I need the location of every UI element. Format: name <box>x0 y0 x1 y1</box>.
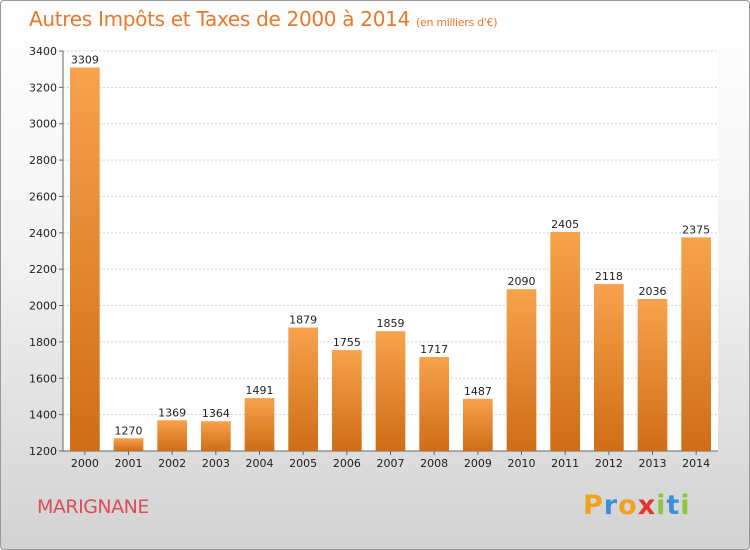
data-label-2006: 1755 <box>333 336 361 349</box>
city-name: MARIGNANE <box>37 496 149 518</box>
x-tick-label: 2004 <box>246 457 274 470</box>
y-tick-label: 1600 <box>29 372 57 385</box>
data-label-2010: 2090 <box>508 275 536 288</box>
data-label-2004: 1491 <box>246 384 274 397</box>
bar-2006 <box>331 350 362 451</box>
bar-2000 <box>69 67 100 451</box>
y-tick-label: 1200 <box>29 445 57 458</box>
proxiti-logo[interactable]: Proxiti <box>583 490 691 521</box>
y-tick-label: 3000 <box>29 118 57 131</box>
logo-letter: P <box>583 490 604 521</box>
bars <box>69 67 712 451</box>
bar-2010 <box>506 289 537 451</box>
logo-letter: o <box>618 490 638 521</box>
data-label-2007: 1859 <box>377 317 405 330</box>
x-tick-label: 2007 <box>377 457 405 470</box>
x-tick-label: 2003 <box>202 457 230 470</box>
x-tick-label: 2006 <box>333 457 361 470</box>
y-tick-label: 1800 <box>29 336 57 349</box>
logo-letter: x <box>637 490 657 521</box>
y-tick-label: 2400 <box>29 227 57 240</box>
chart-subtitle: (en milliers d'€) <box>416 16 498 29</box>
data-label-2011: 2405 <box>551 218 579 231</box>
bar-2014 <box>681 237 712 451</box>
bar-2012 <box>593 284 624 451</box>
bar-2001 <box>113 438 144 451</box>
data-label-2012: 2118 <box>595 270 623 283</box>
bar-2011 <box>550 231 581 451</box>
bar-2005 <box>288 327 319 451</box>
data-label-2001: 1270 <box>115 424 143 437</box>
y-tick-label: 2000 <box>29 300 57 313</box>
logo-letter: r <box>603 490 619 521</box>
x-tick-label: 2010 <box>508 457 536 470</box>
y-tick-label: 2800 <box>29 154 57 167</box>
y-tick-label: 2600 <box>29 190 57 203</box>
x-tick-label: 2009 <box>464 457 492 470</box>
logo-letter: i <box>680 490 691 521</box>
chart-title-text: Autres Impôts et Taxes de 2000 à 2014 <box>29 7 410 31</box>
data-label-2009: 1487 <box>464 385 492 398</box>
x-tick-label: 2005 <box>289 457 317 470</box>
x-tick-label: 2011 <box>551 457 579 470</box>
data-label-2008: 1717 <box>420 343 448 356</box>
x-tick-label: 2008 <box>420 457 448 470</box>
x-tick-label: 2000 <box>71 457 99 470</box>
x-tick-label: 2002 <box>158 457 186 470</box>
data-label-2003: 1364 <box>202 407 230 420</box>
x-tick-label: 2014 <box>682 457 710 470</box>
chart-title: Autres Impôts et Taxes de 2000 à 2014 (en… <box>29 7 497 31</box>
logo-letter: t <box>666 490 681 521</box>
y-tick-label: 3200 <box>29 81 57 94</box>
bar-2003 <box>200 421 231 451</box>
data-label-2002: 1369 <box>158 406 186 419</box>
labels: 1200 1400 1600 1800 2000 2200 2400 2600 2800 3000… <box>29 45 710 470</box>
y-tick-label: 2200 <box>29 263 57 276</box>
logo-letter: i <box>656 490 667 521</box>
bar-2009 <box>462 398 493 451</box>
bar-2008 <box>419 357 450 451</box>
data-label-2005: 1879 <box>289 314 317 327</box>
x-tick-label: 2001 <box>115 457 143 470</box>
bar-2007 <box>375 331 406 451</box>
bar-2004 <box>244 398 275 451</box>
data-label-2000: 3309 <box>71 54 99 67</box>
y-tick-label: 3400 <box>29 45 57 58</box>
y-tick-label: 1400 <box>29 409 57 422</box>
x-tick-label: 2012 <box>595 457 623 470</box>
bar-2013 <box>637 299 668 451</box>
data-label-2013: 2036 <box>639 285 667 298</box>
data-label-2014: 2375 <box>682 223 710 236</box>
x-tick-label: 2013 <box>639 457 667 470</box>
bar-2002 <box>157 420 188 451</box>
